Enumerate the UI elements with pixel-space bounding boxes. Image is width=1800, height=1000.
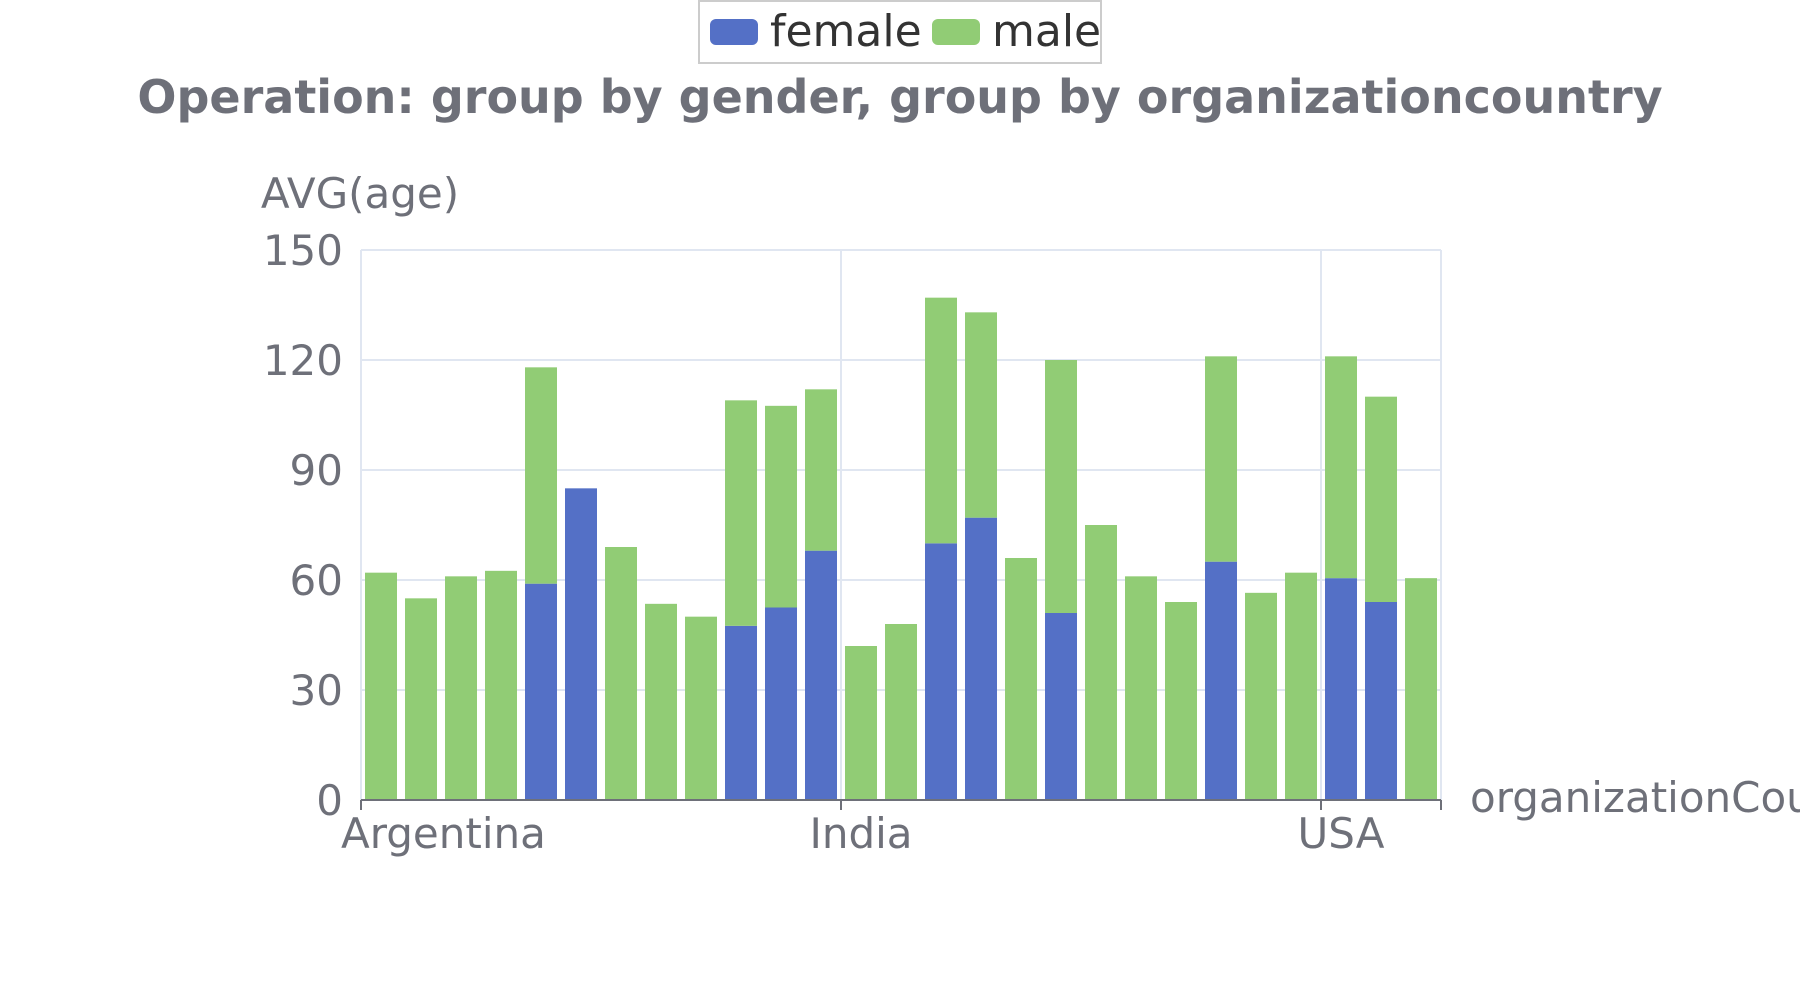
x-tick-label: USA — [1298, 809, 1385, 858]
legend-swatch-male — [932, 19, 980, 45]
bars — [365, 297, 1437, 801]
bar-male-4[interactable] — [525, 367, 557, 584]
bar-male-14[interactable] — [925, 297, 957, 544]
bar-female-17[interactable] — [1045, 613, 1077, 800]
legend-swatch-female — [710, 19, 758, 45]
bar-female-10[interactable] — [765, 607, 797, 801]
y-tick-label: 150 — [263, 226, 343, 275]
bar-male-18[interactable] — [1085, 525, 1117, 800]
bar-male-17[interactable] — [1045, 360, 1077, 613]
legend-item-male[interactable]: male — [932, 10, 1101, 54]
bar-male-10[interactable] — [765, 405, 797, 608]
bar-male-1[interactable] — [405, 598, 437, 800]
bar-female-11[interactable] — [805, 550, 837, 800]
y-tick-label: 0 — [316, 776, 343, 825]
bar-male-8[interactable] — [685, 616, 717, 800]
bar-male-0[interactable] — [365, 572, 397, 800]
bar-male-9[interactable] — [725, 400, 757, 626]
legend-item-female[interactable]: female — [710, 10, 922, 54]
bar-male-16[interactable] — [1005, 558, 1037, 800]
x-tick-label: India — [809, 809, 912, 858]
y-tick-label: 90 — [290, 446, 343, 495]
bar-male-26[interactable] — [1405, 578, 1437, 800]
x-axis-label: organizationCou — [1470, 773, 1800, 822]
y-tick-label: 120 — [263, 336, 343, 385]
chart-title: Operation: group by gender, group by org… — [137, 70, 1663, 124]
bar-male-11[interactable] — [805, 389, 837, 551]
y-tick-label: 60 — [290, 556, 343, 605]
bar-male-13[interactable] — [885, 624, 917, 800]
bar-female-21[interactable] — [1205, 561, 1237, 800]
bar-male-22[interactable] — [1245, 592, 1277, 800]
bar-male-25[interactable] — [1365, 396, 1397, 602]
bar-male-3[interactable] — [485, 570, 517, 800]
bar-male-23[interactable] — [1285, 572, 1317, 800]
legend-label-female: female — [770, 6, 922, 57]
bar-male-12[interactable] — [845, 646, 877, 800]
bar-female-25[interactable] — [1365, 602, 1397, 800]
bar-female-24[interactable] — [1325, 578, 1357, 800]
axes: 0 30 60 90 120 150 Argentina India USA — [263, 226, 1442, 858]
bar-male-24[interactable] — [1325, 356, 1357, 579]
x-tick-label: Argentina — [341, 809, 546, 858]
bar-female-5[interactable] — [565, 488, 597, 800]
bar-male-19[interactable] — [1125, 576, 1157, 800]
bar-male-7[interactable] — [645, 603, 677, 800]
bar-male-6[interactable] — [605, 547, 637, 800]
bar-female-14[interactable] — [925, 543, 957, 800]
legend-label-male: male — [992, 6, 1102, 57]
bar-male-20[interactable] — [1165, 602, 1197, 800]
bar-male-2[interactable] — [445, 576, 477, 800]
bar-female-15[interactable] — [965, 517, 997, 800]
bar-female-9[interactable] — [725, 625, 757, 800]
y-tick-label: 30 — [290, 666, 343, 715]
bar-male-15[interactable] — [965, 312, 997, 518]
y-axis-label: AVG(age) — [261, 169, 459, 218]
legend: female male — [698, 0, 1102, 64]
bar-female-4[interactable] — [525, 583, 557, 800]
bar-male-21[interactable] — [1205, 356, 1237, 562]
